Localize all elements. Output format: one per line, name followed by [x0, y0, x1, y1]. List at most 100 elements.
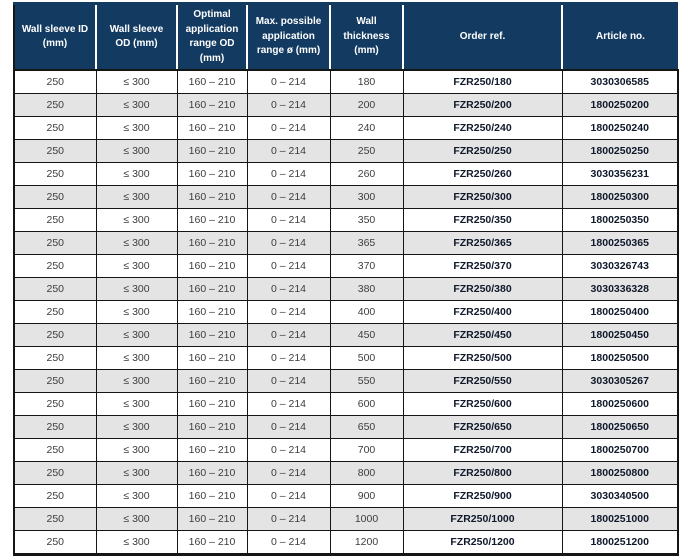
table-row: 250 ≤ 300 160 – 210 0 – 214 380 FZR250/3… — [13, 277, 679, 301]
cell-wall-thickness: 250 — [329, 139, 404, 163]
cell-article-no: 1800250350 — [561, 208, 679, 232]
cell-optimal-application-range: 160 – 210 — [176, 139, 248, 163]
cell-optimal-application-range: 160 – 210 — [176, 392, 248, 416]
cell-wall-sleeve-od: ≤ 300 — [95, 162, 178, 186]
cell-article-no: 1800251000 — [561, 507, 679, 531]
cell-order-ref: FZR250/380 — [402, 277, 563, 301]
column-header-wall-sleeve-od: Wall sleeve OD (mm) — [95, 3, 177, 71]
cell-optimal-application-range: 160 – 210 — [176, 277, 248, 301]
cell-order-ref: FZR250/370 — [402, 254, 563, 278]
product-table: Wall sleeve ID (mm) Wall sleeve OD (mm) … — [13, 2, 679, 556]
cell-wall-sleeve-od: ≤ 300 — [95, 530, 178, 555]
cell-max-application-range: 0 – 214 — [246, 507, 331, 531]
table-row: 250 ≤ 300 160 – 210 0 – 214 500 FZR250/5… — [13, 346, 679, 370]
cell-max-application-range: 0 – 214 — [246, 346, 331, 370]
cell-article-no: 1800250500 — [561, 346, 679, 370]
cell-wall-sleeve-od: ≤ 300 — [95, 93, 178, 117]
cell-wall-thickness: 550 — [329, 369, 404, 393]
cell-optimal-application-range: 160 – 210 — [176, 369, 248, 393]
table-header: Wall sleeve ID (mm) Wall sleeve OD (mm) … — [14, 3, 678, 71]
cell-wall-sleeve-od: ≤ 300 — [95, 369, 178, 393]
cell-wall-thickness: 380 — [329, 277, 404, 301]
cell-article-no: 3030305267 — [561, 369, 679, 393]
cell-wall-sleeve-od: ≤ 300 — [95, 116, 178, 140]
table-row: 250 ≤ 300 160 – 210 0 – 214 250 FZR250/2… — [13, 139, 679, 163]
cell-order-ref: FZR250/365 — [402, 231, 563, 255]
cell-optimal-application-range: 160 – 210 — [176, 254, 248, 278]
cell-wall-sleeve-od: ≤ 300 — [95, 185, 178, 209]
table-row: 250 ≤ 300 160 – 210 0 – 214 800 FZR250/8… — [13, 461, 679, 485]
cell-order-ref: FZR250/900 — [402, 484, 563, 508]
cell-optimal-application-range: 160 – 210 — [176, 162, 248, 186]
cell-max-application-range: 0 – 214 — [246, 415, 331, 439]
header-row: Wall sleeve ID (mm) Wall sleeve OD (mm) … — [14, 3, 678, 71]
cell-wall-sleeve-id: 250 — [13, 392, 97, 416]
table-row: 250 ≤ 300 160 – 210 0 – 214 900 FZR250/9… — [13, 484, 679, 508]
cell-wall-thickness: 1200 — [329, 530, 404, 555]
cell-wall-thickness: 260 — [329, 162, 404, 186]
cell-article-no: 1800250250 — [561, 139, 679, 163]
cell-optimal-application-range: 160 – 210 — [176, 530, 248, 555]
table-row: 250 ≤ 300 160 – 210 0 – 214 700 FZR250/7… — [13, 438, 679, 462]
cell-order-ref: FZR250/200 — [402, 93, 563, 117]
cell-max-application-range: 0 – 214 — [246, 300, 331, 324]
cell-order-ref: FZR250/400 — [402, 300, 563, 324]
cell-order-ref: FZR250/700 — [402, 438, 563, 462]
cell-wall-sleeve-od: ≤ 300 — [95, 277, 178, 301]
cell-wall-sleeve-od: ≤ 300 — [95, 208, 178, 232]
cell-wall-sleeve-id: 250 — [13, 346, 97, 370]
cell-wall-sleeve-id: 250 — [13, 185, 97, 209]
cell-optimal-application-range: 160 – 210 — [176, 93, 248, 117]
cell-article-no: 1800250600 — [561, 392, 679, 416]
table-row: 250 ≤ 300 160 – 210 0 – 214 180 FZR250/1… — [13, 69, 679, 94]
cell-wall-sleeve-od: ≤ 300 — [95, 461, 178, 485]
table-row: 250 ≤ 300 160 – 210 0 – 214 200 FZR250/2… — [13, 93, 679, 117]
cell-article-no: 1800250200 — [561, 93, 679, 117]
cell-order-ref: FZR250/300 — [402, 185, 563, 209]
table-row: 250 ≤ 300 160 – 210 0 – 214 450 FZR250/4… — [13, 323, 679, 347]
cell-wall-sleeve-od: ≤ 300 — [95, 300, 178, 324]
cell-wall-sleeve-id: 250 — [13, 162, 97, 186]
cell-order-ref: FZR250/350 — [402, 208, 563, 232]
cell-wall-sleeve-id: 250 — [13, 323, 97, 347]
table-row: 250 ≤ 300 160 – 210 0 – 214 400 FZR250/4… — [13, 300, 679, 324]
cell-wall-sleeve-od: ≤ 300 — [95, 415, 178, 439]
cell-wall-thickness: 650 — [329, 415, 404, 439]
cell-article-no: 1800250700 — [561, 438, 679, 462]
cell-article-no: 1800250450 — [561, 323, 679, 347]
cell-max-application-range: 0 – 214 — [246, 392, 331, 416]
column-header-max-application-range: Max. possible application range ø (mm) — [246, 3, 330, 71]
cell-order-ref: FZR250/250 — [402, 139, 563, 163]
cell-max-application-range: 0 – 214 — [246, 185, 331, 209]
cell-wall-thickness: 300 — [329, 185, 404, 209]
cell-max-application-range: 0 – 214 — [246, 69, 331, 94]
cell-wall-sleeve-od: ≤ 300 — [95, 438, 178, 462]
cell-optimal-application-range: 160 – 210 — [176, 415, 248, 439]
cell-max-application-range: 0 – 214 — [246, 323, 331, 347]
cell-wall-sleeve-id: 250 — [13, 116, 97, 140]
cell-wall-sleeve-id: 250 — [13, 484, 97, 508]
cell-article-no: 3030326743 — [561, 254, 679, 278]
column-header-wall-thickness: Wall thickness (mm) — [329, 3, 403, 71]
table-row: 250 ≤ 300 160 – 210 0 – 214 650 FZR250/6… — [13, 415, 679, 439]
cell-max-application-range: 0 – 214 — [246, 484, 331, 508]
cell-order-ref: FZR250/1200 — [402, 530, 563, 555]
table-row: 250 ≤ 300 160 – 210 0 – 214 600 FZR250/6… — [13, 392, 679, 416]
cell-max-application-range: 0 – 214 — [246, 530, 331, 555]
cell-order-ref: FZR250/1000 — [402, 507, 563, 531]
cell-max-application-range: 0 – 214 — [246, 461, 331, 485]
column-header-wall-sleeve-id: Wall sleeve ID (mm) — [14, 3, 96, 71]
cell-optimal-application-range: 160 – 210 — [176, 323, 248, 347]
table-body: 250 ≤ 300 160 – 210 0 – 214 180 FZR250/1… — [13, 69, 679, 555]
cell-order-ref: FZR250/260 — [402, 162, 563, 186]
cell-optimal-application-range: 160 – 210 — [176, 300, 248, 324]
cell-wall-sleeve-id: 250 — [13, 69, 97, 94]
table-row: 250 ≤ 300 160 – 210 0 – 214 300 FZR250/3… — [13, 185, 679, 209]
cell-article-no: 3030306585 — [561, 69, 679, 94]
table-row: 250 ≤ 300 160 – 210 0 – 214 1200 FZR250/… — [13, 530, 679, 555]
cell-wall-sleeve-id: 250 — [13, 208, 97, 232]
cell-wall-sleeve-id: 250 — [13, 438, 97, 462]
cell-wall-sleeve-od: ≤ 300 — [95, 231, 178, 255]
cell-wall-thickness: 800 — [329, 461, 404, 485]
cell-article-no: 1800251200 — [561, 530, 679, 555]
